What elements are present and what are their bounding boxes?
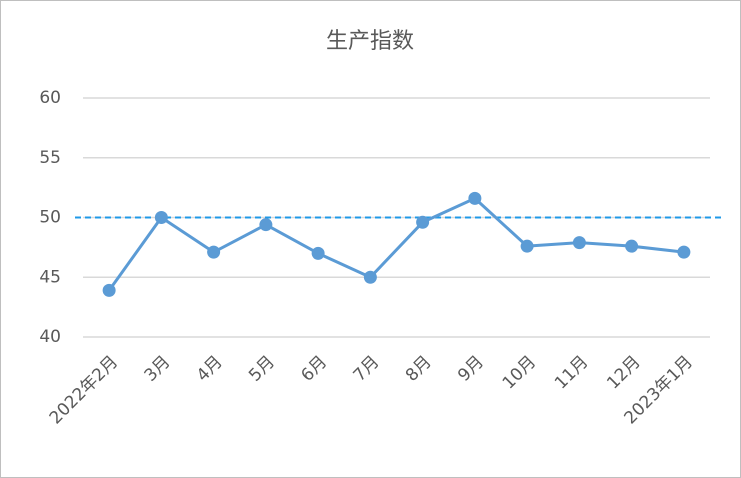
point [468, 191, 482, 205]
point [311, 246, 325, 260]
y-tick-label: 50 [39, 208, 61, 228]
y-tick-label: 55 [39, 148, 61, 168]
point [154, 211, 168, 224]
point [416, 215, 430, 229]
point [363, 270, 377, 284]
point [520, 239, 534, 253]
line [107, 196, 685, 292]
y-tick-label: 45 [39, 267, 61, 287]
point [102, 283, 116, 297]
point [207, 245, 221, 259]
point [572, 236, 586, 250]
y-tick-label: 60 [39, 88, 61, 108]
point [677, 245, 691, 259]
point [625, 239, 639, 253]
chart-title: 生产指数 [326, 29, 414, 54]
y-tick-label: 40 [39, 327, 61, 347]
point [259, 218, 273, 232]
